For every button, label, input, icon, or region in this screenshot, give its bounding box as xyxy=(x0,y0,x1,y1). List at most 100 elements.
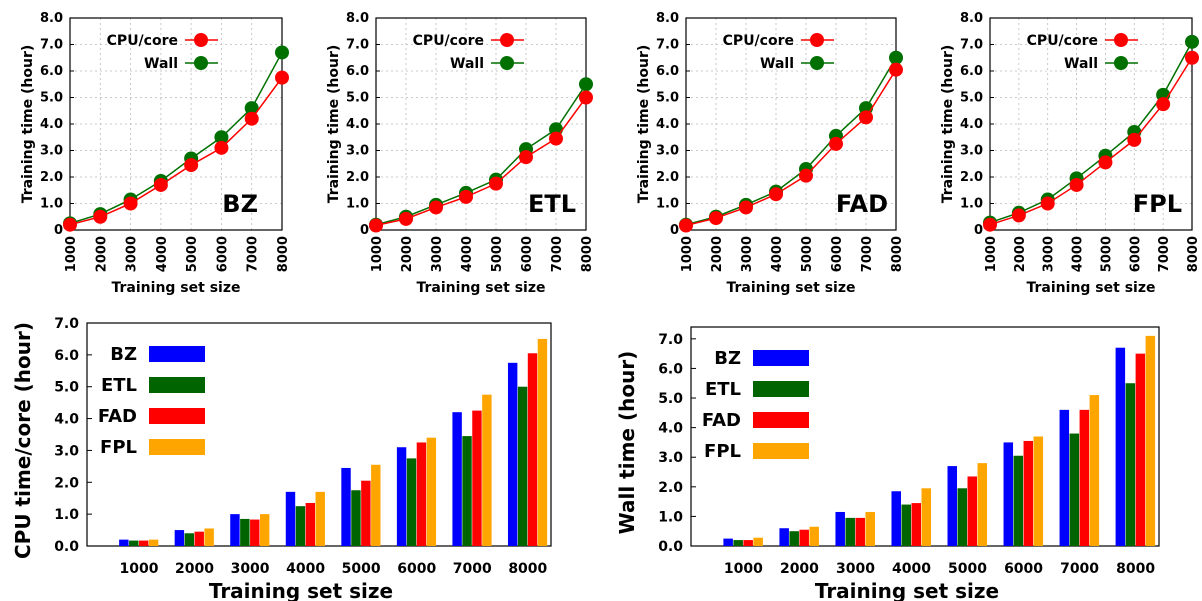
legend-label: Wall xyxy=(144,56,178,72)
y-tick-label: 5.0 xyxy=(346,91,369,106)
bar-etl-1000 xyxy=(733,540,743,546)
x-tick-label: 2000 xyxy=(1013,236,1028,272)
bar-etl-5000 xyxy=(351,490,361,546)
legend-swatch-bz xyxy=(753,350,809,366)
bar-fpl-8000 xyxy=(537,338,548,546)
x-tick-label: 7000 xyxy=(453,561,492,577)
x-tick-label: 4000 xyxy=(155,236,170,272)
bar-fad-8000 xyxy=(527,353,538,546)
data-point xyxy=(123,196,138,211)
x-tick-label: 8000 xyxy=(1116,561,1155,577)
x-tick-label: 3000 xyxy=(1042,236,1057,272)
x-axis-label: Training set size xyxy=(209,579,393,601)
x-tick-label: 5000 xyxy=(490,236,505,272)
legend-label: FAD xyxy=(98,406,137,427)
y-tick-label: 1.0 xyxy=(54,507,79,523)
legend-marker xyxy=(810,33,824,47)
y-axis-label: Wall time (hour) xyxy=(615,351,639,535)
y-tick-label: 0.0 xyxy=(54,539,79,555)
x-tick-label: 3000 xyxy=(740,236,755,272)
x-tick-label: 8000 xyxy=(1186,236,1201,272)
y-tick-label: 2.0 xyxy=(54,475,79,491)
bar-etl-3000 xyxy=(240,518,250,546)
x-tick-label: 7000 xyxy=(246,236,261,272)
bar-bz-5000 xyxy=(341,467,351,546)
bar-etl-4000 xyxy=(901,504,911,546)
data-point xyxy=(275,45,289,60)
bar-etl-4000 xyxy=(295,506,306,546)
y-tick-label: 6.0 xyxy=(40,64,63,79)
legend-label: CPU/core xyxy=(107,33,178,49)
data-point xyxy=(709,211,723,226)
y-tick-label: 5.0 xyxy=(658,391,683,407)
x-tick-label: 4000 xyxy=(460,236,475,272)
data-point xyxy=(214,130,229,145)
data-point xyxy=(214,140,229,155)
y-tick-label: 4.0 xyxy=(658,421,683,437)
y-tick-label: 3.0 xyxy=(54,443,79,459)
bar-fpl-1000 xyxy=(148,539,159,546)
y-tick-label: 1.0 xyxy=(960,197,983,212)
bar-bz-8000 xyxy=(1115,347,1126,546)
bar-fad-8000 xyxy=(1135,353,1146,546)
y-tick-label: 1.0 xyxy=(346,197,369,212)
legend-swatch-etl xyxy=(753,381,809,397)
bar-fpl-4000 xyxy=(315,491,325,546)
legend-label: Wall xyxy=(450,56,484,72)
y-tick-label: 0 xyxy=(54,223,63,238)
x-tick-label: 1000 xyxy=(680,236,695,272)
legend-label: ETL xyxy=(101,375,137,396)
bar-fad-2000 xyxy=(799,529,809,546)
x-tick-label: 6000 xyxy=(1004,561,1043,577)
bar-bz-2000 xyxy=(779,528,789,546)
bar-bz-3000 xyxy=(835,511,845,546)
bar-fpl-6000 xyxy=(1033,436,1044,546)
data-point xyxy=(244,101,259,116)
x-axis-label: Training set size xyxy=(417,280,546,296)
x-tick-label: 2000 xyxy=(175,561,214,577)
x-tick-label: 6000 xyxy=(830,236,845,272)
y-axis-label: Training time (hour) xyxy=(20,45,36,204)
bar-fad-1000 xyxy=(743,540,753,546)
bar-bz-2000 xyxy=(174,530,185,546)
y-tick-label: 5.0 xyxy=(40,91,63,106)
x-tick-label: 8000 xyxy=(508,561,547,577)
x-tick-label: 1000 xyxy=(724,561,763,577)
y-tick-label: 3.0 xyxy=(960,144,983,159)
legend-marker xyxy=(500,56,514,70)
bar-panel-1: 0.0 1.0 2.0 3.0 4.0 5.0 6.0 7.0 1000 2000 3000 4000… xyxy=(11,316,552,601)
data-point xyxy=(459,189,473,204)
y-tick-label: 7.0 xyxy=(658,332,683,348)
data-point xyxy=(63,217,77,232)
bar-fpl-3000 xyxy=(865,511,875,546)
x-tick-label: 6000 xyxy=(1128,236,1143,272)
bar-fpl-5000 xyxy=(977,463,988,546)
y-tick-label: 0 xyxy=(670,223,679,238)
data-point xyxy=(1127,132,1142,147)
legend-marker xyxy=(194,33,208,47)
legend-marker xyxy=(1114,56,1128,70)
data-point xyxy=(93,209,108,224)
bar-bz-7000 xyxy=(452,412,462,546)
bar-fpl-2000 xyxy=(809,526,819,546)
x-tick-label: 6000 xyxy=(215,236,230,272)
panel-label: BZ xyxy=(222,190,258,218)
bar-fad-3000 xyxy=(250,519,260,546)
x-tick-label: 5000 xyxy=(800,236,815,272)
x-tick-label: 8000 xyxy=(580,236,595,272)
data-point xyxy=(1098,155,1113,170)
x-tick-label: 6000 xyxy=(397,561,436,577)
y-tick-label: 4.0 xyxy=(54,412,79,428)
bar-fad-6000 xyxy=(416,442,427,546)
legend-label: CPU/core xyxy=(723,33,794,49)
y-tick-label: 4.0 xyxy=(656,117,679,132)
data-point xyxy=(1069,177,1084,192)
y-tick-label: 8.0 xyxy=(40,11,63,26)
data-point xyxy=(859,110,873,125)
legend-marker xyxy=(194,56,208,70)
bar-fad-5000 xyxy=(967,476,978,546)
x-tick-label: 5000 xyxy=(342,561,381,577)
legend-label: CPU/core xyxy=(413,33,484,49)
data-point xyxy=(1185,50,1199,65)
